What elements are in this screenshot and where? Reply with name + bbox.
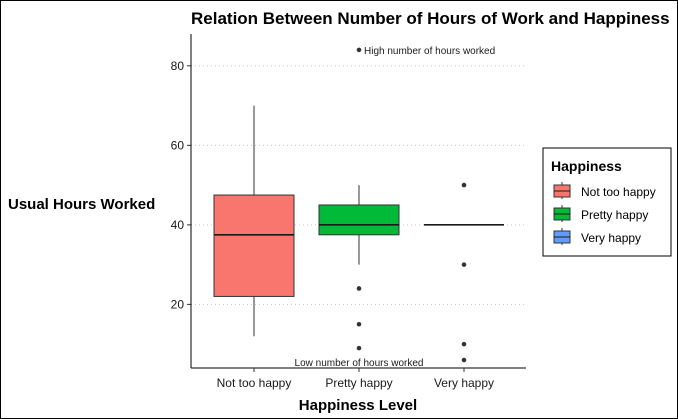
outlier-very-happy-0: [461, 182, 467, 188]
chart-title: Relation Between Number of Hours of Work…: [191, 9, 670, 28]
outlier-very-happy-2: [461, 341, 467, 347]
x-tick-label-not-too-happy: Not too happy: [217, 376, 292, 390]
axis-layer: 20 40 60 80 Not too happy Pretty happy Very ha…: [171, 34, 526, 390]
outlier-pretty-happy-1: [356, 286, 362, 291]
y-tick-label-60: 60: [171, 138, 185, 152]
annotation-0: High number of hours worked: [364, 46, 495, 57]
outlier-pretty-happy-0: [356, 47, 362, 53]
box-very-happy: [424, 182, 504, 363]
y-axis-label: Usual Hours Worked: [8, 196, 155, 213]
legend-label-not-too-happy: Not too happy: [581, 185, 656, 199]
outlier-very-happy-1: [461, 262, 467, 267]
y-tick-label-80: 80: [171, 59, 185, 73]
x-axis-label: Happiness Level: [299, 397, 417, 414]
box-not-too-happy: [213, 105, 295, 337]
x-tick-label-very-happy: Very happy: [434, 376, 494, 390]
legend: Happiness Not too happy Pretty happy Very h…: [542, 147, 672, 257]
y-tick-label-20: 20: [171, 297, 185, 311]
legend-label-very-happy: Very happy: [581, 231, 641, 245]
x-tick-label-pretty-happy: Pretty happy: [325, 376, 392, 390]
annotation-1: Low number of hours worked: [295, 358, 424, 369]
outlier-very-happy-3: [461, 357, 467, 363]
legend-label-pretty-happy: Pretty happy: [581, 208, 648, 222]
box-pretty-happy: [318, 47, 400, 351]
box-layer: [213, 47, 504, 363]
legend-title: Happiness: [551, 158, 622, 174]
annotation-layer: High number of hours worked Low number of…: [295, 46, 496, 369]
outlier-pretty-happy-2: [356, 321, 362, 327]
y-tick-label-40: 40: [171, 218, 185, 232]
outlier-pretty-happy-3: [356, 345, 362, 351]
box-body-not-too-happy: [213, 194, 295, 297]
box-body-pretty-happy: [318, 204, 400, 236]
